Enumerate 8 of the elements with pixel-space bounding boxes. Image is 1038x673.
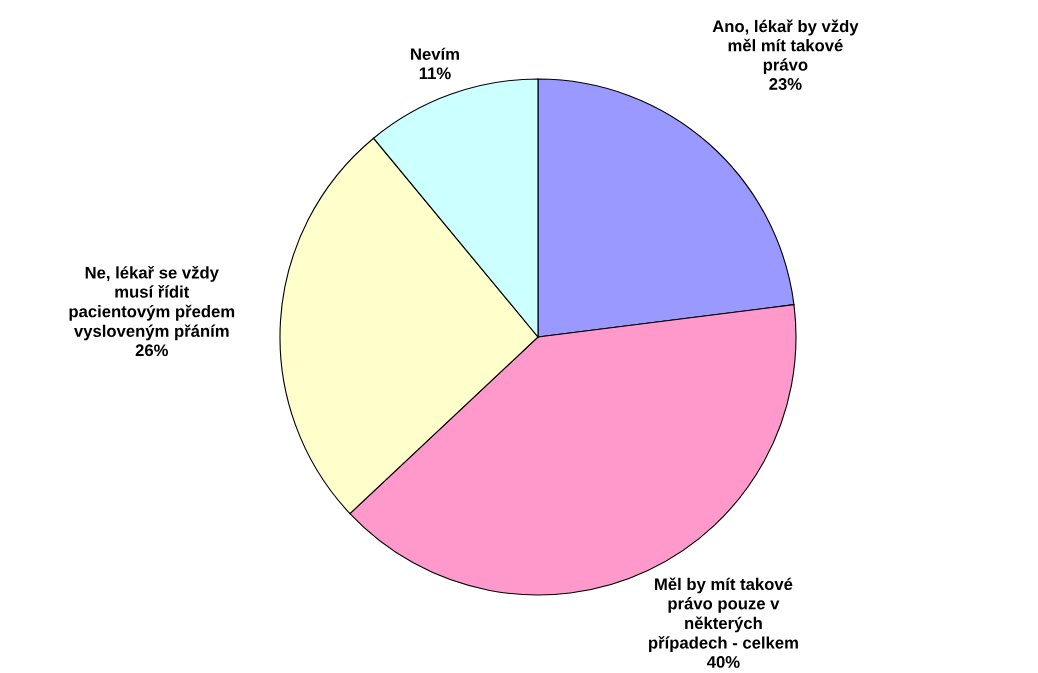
data-label: 23% [769, 78, 802, 90]
data-label: 40% [706, 656, 740, 668]
slice-label: Měl by mít takové právo pouze v některých případech - celkem [649, 577, 798, 652]
slice-label: Nevím [411, 47, 459, 61]
data-label: 11% [419, 67, 451, 80]
data-label: 26% [135, 344, 168, 357]
slice-label: Ano, lékař by vždy měl mít takové právo [712, 19, 859, 75]
slice-label: Ne, lékař se vždy musí řídit pacientovým předem vysloveným přáním [69, 265, 235, 341]
